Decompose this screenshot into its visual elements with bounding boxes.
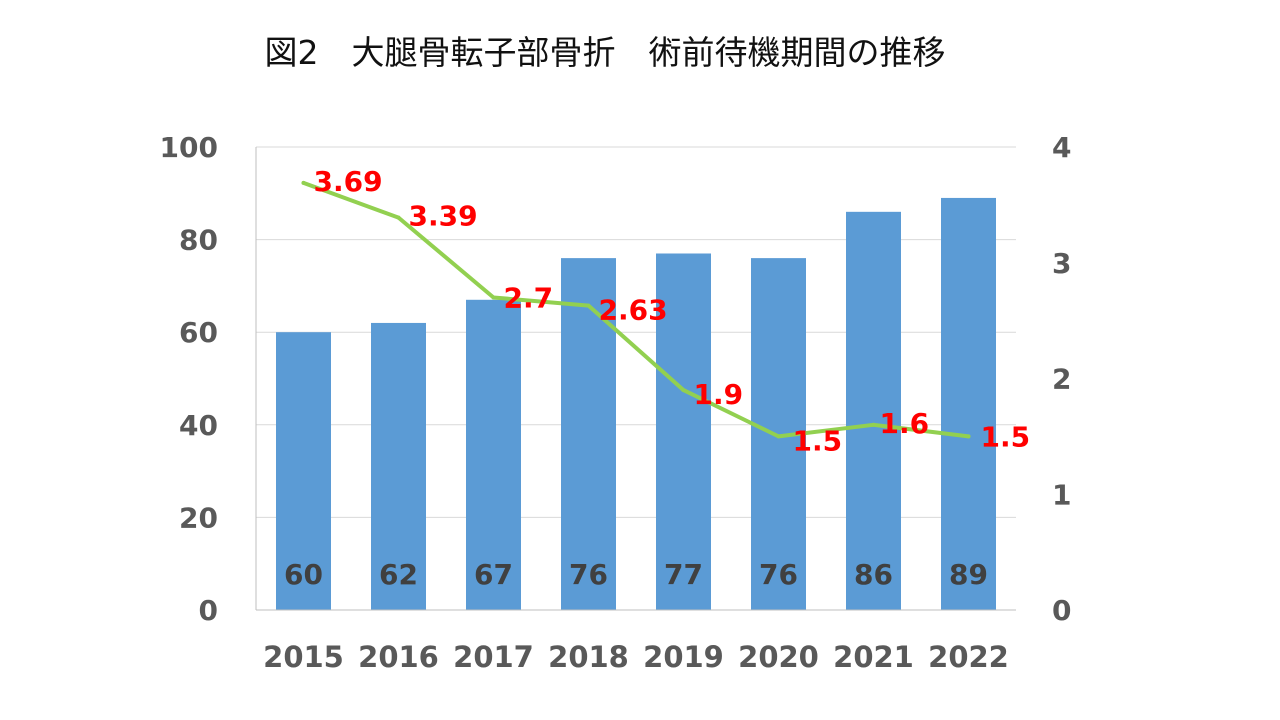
line-data-label: 2.7 [504,281,554,314]
y-left-tick-label: 100 [160,131,218,164]
line-data-label: 3.69 [314,165,383,198]
y-right-tick-label: 0 [1052,594,1071,627]
line-data-label: 1.9 [694,378,744,411]
line-point [681,388,686,393]
y-left-tick-label: 20 [179,501,218,534]
line-point [491,295,496,300]
gridlines [256,146,1016,518]
y-right-tick-label: 1 [1052,478,1071,511]
bar-data-label: 60 [284,558,323,591]
line-point [301,180,306,185]
bar [276,332,331,610]
y-right-tick-label: 2 [1052,363,1071,396]
bar [941,197,996,610]
line-point [586,303,591,308]
x-tick-label: 2022 [928,640,1009,674]
line-data-label: 1.5 [981,420,1031,453]
bar-series [276,197,996,611]
bar [846,211,901,610]
line-series-path [301,180,971,439]
data-labels: 60 62 67 76 77 76 86 89 3.69 3.39 2.7 2.63 1.9 1.5 1.6… [284,165,1030,591]
x-tick-label: 2021 [833,640,914,674]
y-left-tick-label: 0 [199,594,218,627]
y-left-tick-label: 80 [179,224,218,257]
y-left-tick-label: 40 [179,409,218,442]
line-data-label: 3.39 [409,200,478,233]
chart-title: 図2 大腿骨転子部骨折 術前待機期間の推移 [264,33,946,72]
bar [371,322,426,610]
bar-data-label: 76 [569,558,608,591]
bar [561,258,616,610]
bar-data-label: 76 [759,558,798,591]
line-point [396,215,401,220]
x-tick-label: 2017 [453,640,534,674]
bar-data-label: 62 [379,558,418,591]
axes: 0 20 40 60 80 100 0 1 2 3 4 2015 2016 2017 2018 2019 202… [160,131,1072,674]
line-point [776,434,781,439]
line-data-label: 2.63 [599,294,668,327]
line-series [301,180,971,439]
line-data-label: 1.5 [793,424,843,457]
bar-data-label: 77 [664,558,703,591]
bar [466,299,521,610]
bar-data-label: 67 [474,558,513,591]
line-point [966,434,971,439]
x-tick-label: 2016 [358,640,439,674]
y-right-tick-label: 3 [1052,247,1071,280]
x-tick-label: 2020 [738,640,819,674]
bar-data-label: 89 [949,558,988,591]
x-tick-label: 2018 [548,640,629,674]
y-right-tick-label: 4 [1052,131,1071,164]
bar [656,253,711,611]
x-tick-label: 2015 [263,640,344,674]
line-data-label: 1.6 [880,407,930,440]
y-left-tick-label: 60 [179,316,218,349]
bar-data-label: 86 [854,558,893,591]
x-tick-label: 2019 [643,640,724,674]
line-point [871,422,876,427]
